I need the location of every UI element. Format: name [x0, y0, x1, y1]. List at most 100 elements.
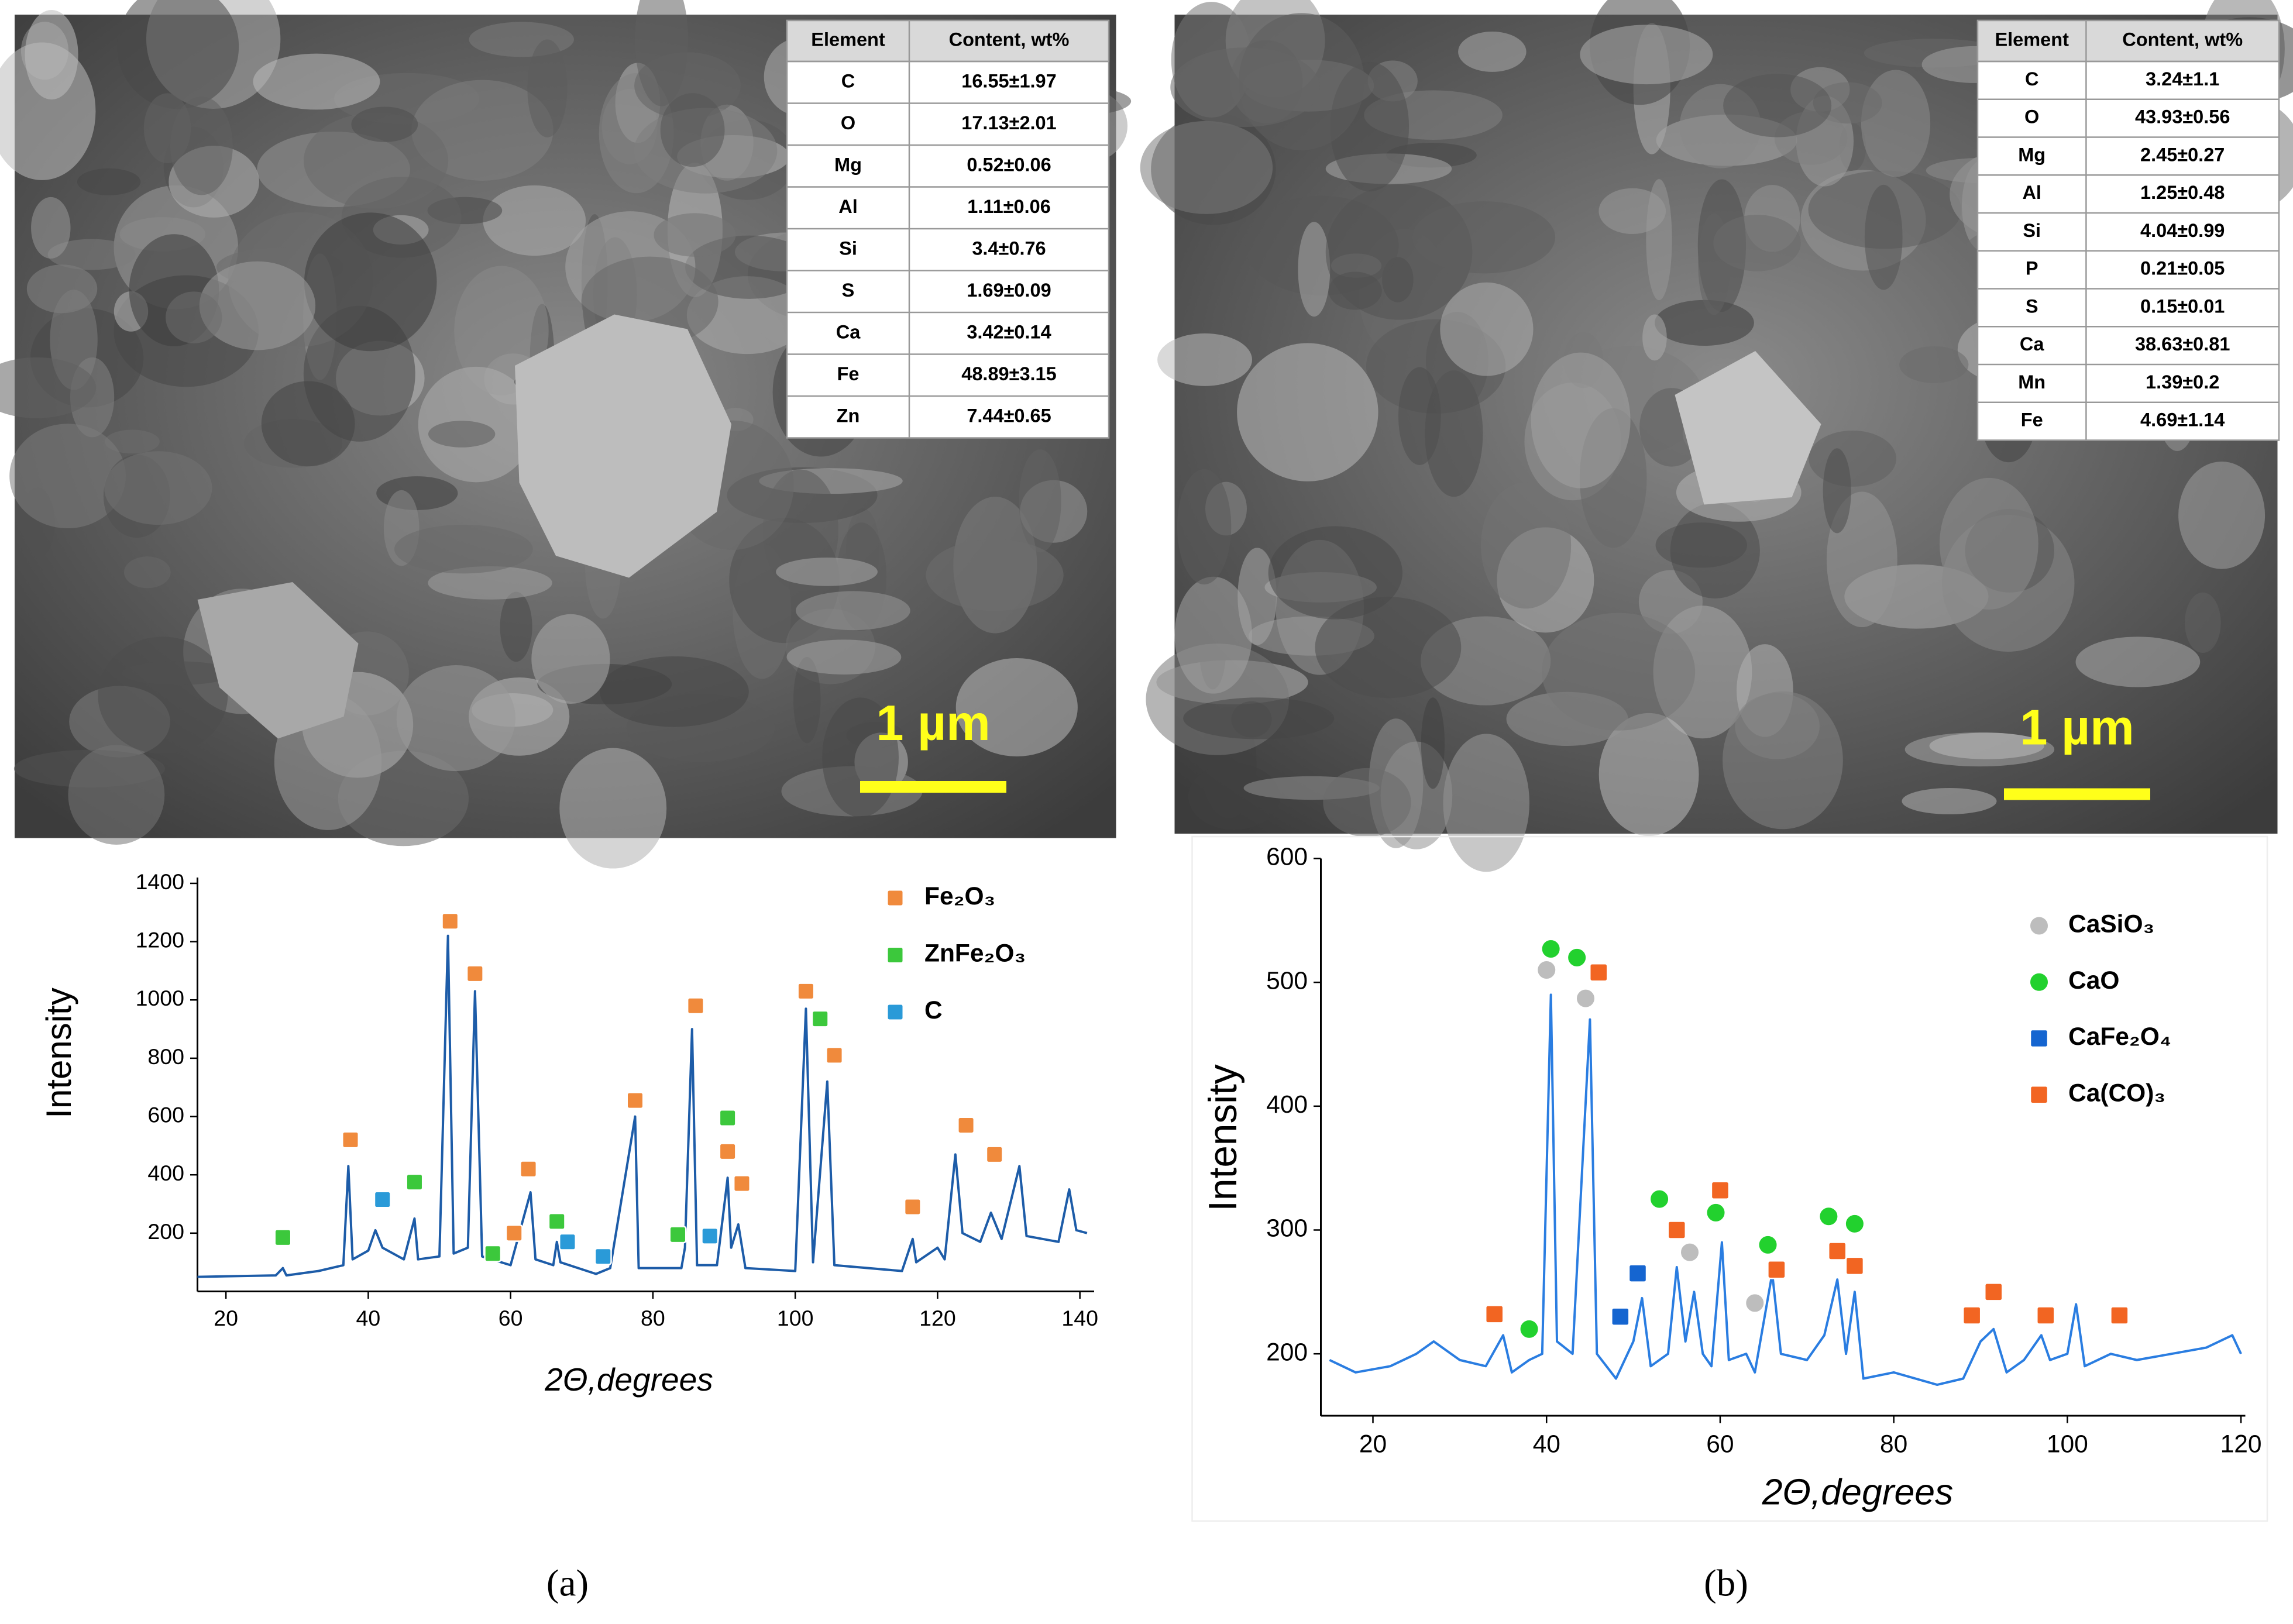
x-axis-label: 2Θ,degrees [544, 1361, 713, 1398]
sem-grain [1723, 691, 1843, 830]
sem-grain [351, 106, 418, 142]
x-tick-label: 140 [1061, 1306, 1098, 1330]
phase-marker [985, 1145, 1003, 1164]
diffraction-line [197, 934, 1088, 1278]
table-cell: Ca [2020, 333, 2044, 355]
sem-grain [1170, 47, 1320, 128]
chart-frame [1191, 835, 2268, 1522]
x-tick-label: 60 [499, 1306, 523, 1330]
sem-grain [1723, 74, 1832, 137]
phase-marker [1667, 1220, 1687, 1240]
scale-bar [2004, 788, 2150, 800]
sem-grain [926, 539, 1064, 611]
legend-label: ZnFe₂O₃ [924, 940, 1026, 968]
sem-grain [500, 591, 532, 662]
sem-grain [955, 658, 1078, 757]
x-tick-label: 100 [777, 1306, 814, 1330]
sem-grain [1323, 768, 1411, 837]
sem-grain [1188, 763, 1280, 830]
sem-grain [1823, 448, 1851, 534]
sem-grain [635, 0, 689, 106]
table-cell: Al [838, 196, 858, 217]
phase-marker [558, 1233, 576, 1251]
sem-grain [1861, 70, 1931, 177]
sem-grain [1598, 188, 1666, 234]
x-tick-label: 40 [356, 1306, 381, 1330]
table-cell: 0.52±0.06 [967, 154, 1051, 175]
sem-grain [1929, 732, 2044, 759]
sem-grain [1140, 121, 1273, 214]
sem-grain [1713, 215, 1801, 271]
x-tick-label: 80 [641, 1306, 665, 1330]
table-cell: 1.11±0.06 [967, 196, 1051, 217]
sem-grain [394, 524, 533, 574]
table-cell: Al [2022, 182, 2041, 203]
phase-marker [1575, 988, 1596, 1009]
legend-label: Fe₂O₃ [924, 883, 995, 910]
table-cell: Si [839, 238, 857, 259]
sem-grain [1268, 526, 1402, 620]
table-cell: 3.24±1.1 [2146, 68, 2219, 90]
legend-swatch [2029, 915, 2050, 936]
sem-grain [1809, 430, 1897, 487]
sem-grain [2178, 461, 2266, 569]
phase-marker [1845, 1256, 1865, 1276]
legend-swatch [2029, 1028, 2049, 1048]
sem-grain [1398, 367, 1441, 465]
sem-grain [197, 582, 359, 739]
phase-marker [594, 1247, 612, 1265]
x-tick-label: 120 [2220, 1430, 2262, 1458]
legend-swatch [2029, 972, 2050, 993]
table-cell: 2.45±0.27 [2140, 144, 2225, 165]
sem-grain [428, 566, 552, 600]
table-cell: 38.63±0.81 [2135, 333, 2230, 355]
sem-grain [1237, 548, 1277, 645]
sem-grain [660, 93, 725, 167]
y-axis-label: Intensity [1201, 1064, 1245, 1212]
phase-marker [1758, 1234, 1779, 1255]
table-header: Element [1995, 29, 2069, 50]
table-cell: C [2025, 68, 2038, 90]
sem-grain [1531, 352, 1631, 488]
table-cell: 1.39±0.2 [2146, 371, 2219, 393]
sem-grain [199, 261, 316, 350]
phase-marker [1962, 1306, 1982, 1325]
sem-grain [483, 185, 586, 256]
table-cell: Fe [837, 363, 860, 384]
table-bg [1976, 19, 2280, 441]
sem-grain [68, 745, 165, 845]
table-cell: Mg [834, 154, 862, 175]
sem-grain [776, 558, 878, 586]
table-cell: O [2024, 106, 2039, 128]
sem-grain [1315, 597, 1462, 699]
table-cell: Fe [2021, 410, 2043, 431]
sem-grain [1899, 346, 1969, 383]
sem-grain [1542, 613, 1696, 731]
sem-grain [0, 357, 97, 418]
sem-grain [396, 665, 515, 772]
sem-grain [1939, 477, 2038, 610]
y-tick-label: 500 [1266, 967, 1308, 995]
sem-grain [1458, 31, 1527, 72]
phase-marker [373, 1191, 391, 1209]
table-cell: Mn [2018, 371, 2046, 393]
y-tick-label: 400 [1266, 1091, 1308, 1119]
phase-marker [1628, 1264, 1648, 1283]
table-cell: 4.69±1.14 [2140, 410, 2225, 431]
sem-grain [531, 614, 610, 704]
legend-label: CaFe₂O₄ [2068, 1023, 2171, 1051]
sem-grain [1440, 282, 1534, 376]
scale-bar [860, 781, 1006, 793]
sem-grain [1328, 271, 1382, 310]
phase-marker [1984, 1282, 2003, 1302]
sem-grain [261, 381, 355, 467]
sem-grain [253, 53, 380, 110]
sem-grain [1675, 351, 1821, 505]
x-tick-label: 20 [214, 1306, 238, 1330]
table-cell: 1.25±0.48 [2140, 182, 2225, 203]
phase-marker [811, 1010, 829, 1028]
panel-label: (b) [1704, 1562, 1748, 1604]
sem-grain [304, 112, 449, 209]
sem-grain [47, 239, 136, 270]
